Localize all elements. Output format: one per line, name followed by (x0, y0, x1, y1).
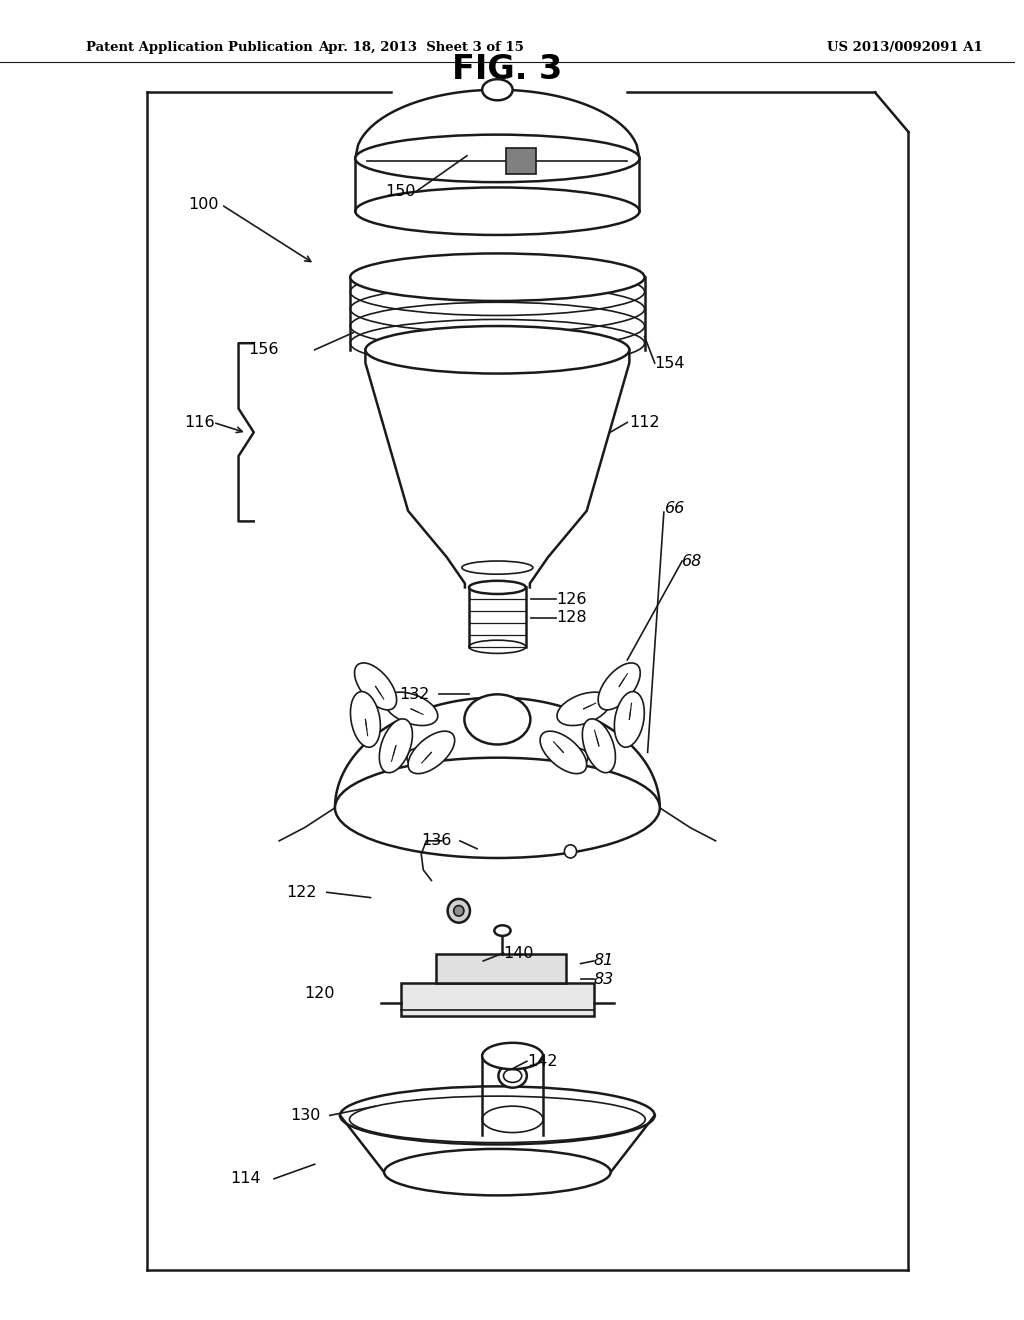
Ellipse shape (350, 253, 644, 301)
Text: 132: 132 (399, 686, 429, 702)
Text: 156: 156 (249, 342, 280, 358)
Text: 112: 112 (630, 414, 659, 430)
Text: Apr. 18, 2013  Sheet 3 of 15: Apr. 18, 2013 Sheet 3 of 15 (318, 41, 524, 54)
Ellipse shape (564, 845, 577, 858)
Ellipse shape (384, 1148, 610, 1196)
Ellipse shape (384, 692, 438, 726)
Ellipse shape (366, 326, 630, 374)
Ellipse shape (557, 692, 610, 726)
Text: 83: 83 (594, 972, 614, 987)
Ellipse shape (408, 748, 425, 767)
Ellipse shape (482, 79, 513, 100)
Text: 150: 150 (386, 183, 416, 199)
Ellipse shape (495, 925, 511, 936)
Text: US 2013/0092091 A1: US 2013/0092091 A1 (827, 41, 983, 54)
Text: 81: 81 (594, 953, 614, 969)
Ellipse shape (469, 581, 525, 594)
Text: 136: 136 (421, 833, 452, 849)
Text: 130: 130 (291, 1107, 321, 1123)
Text: 116: 116 (184, 414, 215, 430)
Ellipse shape (340, 1086, 654, 1144)
Text: 68: 68 (682, 553, 702, 569)
Text: Patent Application Publication: Patent Application Publication (86, 41, 313, 54)
Ellipse shape (335, 758, 659, 858)
Ellipse shape (379, 719, 413, 772)
Text: 142: 142 (526, 1053, 557, 1069)
Text: 100: 100 (187, 197, 218, 213)
Ellipse shape (486, 725, 509, 741)
Text: 122: 122 (287, 884, 316, 900)
Ellipse shape (447, 899, 470, 923)
Bar (401, 983, 594, 1016)
Text: 140: 140 (504, 945, 534, 961)
Text: 126: 126 (556, 591, 587, 607)
Text: 114: 114 (230, 1171, 261, 1187)
Text: FIG. 3: FIG. 3 (453, 53, 562, 86)
Ellipse shape (454, 906, 464, 916)
Ellipse shape (355, 187, 640, 235)
Ellipse shape (598, 663, 640, 710)
Ellipse shape (499, 1064, 526, 1088)
Ellipse shape (540, 731, 587, 774)
Bar (436, 954, 566, 983)
Ellipse shape (482, 1043, 543, 1069)
Ellipse shape (350, 692, 380, 747)
Ellipse shape (614, 692, 644, 747)
Ellipse shape (465, 694, 530, 744)
Ellipse shape (354, 663, 396, 710)
Bar (506, 148, 536, 174)
Text: 120: 120 (304, 986, 335, 1002)
Ellipse shape (583, 719, 615, 772)
Ellipse shape (409, 731, 455, 774)
Ellipse shape (569, 748, 588, 767)
Text: 154: 154 (654, 355, 685, 371)
Ellipse shape (355, 135, 640, 182)
Text: 66: 66 (665, 500, 685, 516)
Text: 128: 128 (556, 610, 587, 626)
